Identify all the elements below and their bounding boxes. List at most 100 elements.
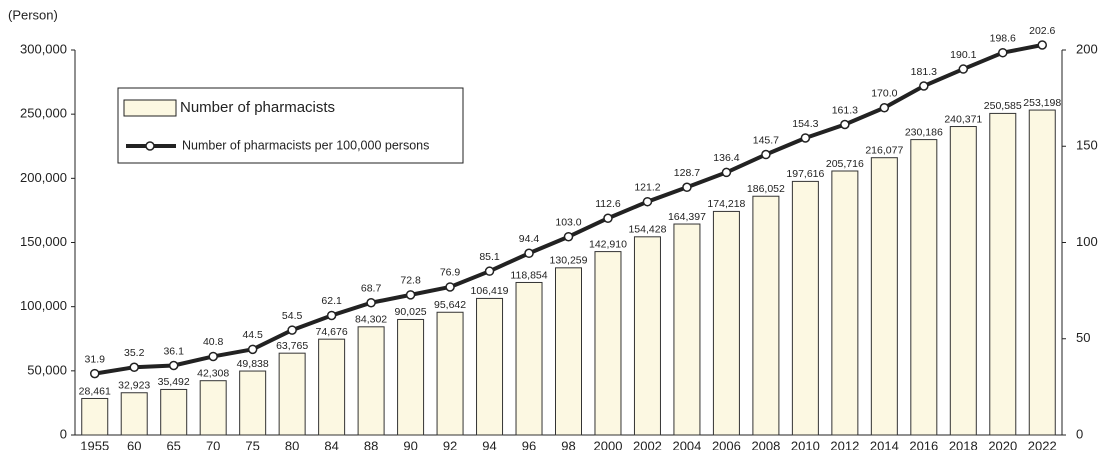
line-value-label: 136.4 xyxy=(713,152,739,164)
x-tick-label: 2002 xyxy=(633,438,662,450)
y-axis-label: (Person) xyxy=(8,7,58,22)
line-point xyxy=(326,310,337,321)
line-point xyxy=(603,213,613,223)
bar xyxy=(712,210,740,436)
bar xyxy=(555,267,582,436)
line-point xyxy=(366,298,376,308)
bar-value-label: 95,642 xyxy=(434,299,466,311)
line-value-label: 202.6 xyxy=(1029,25,1055,37)
line-point xyxy=(761,149,771,160)
bar xyxy=(160,388,188,436)
bar-value-label: 42,308 xyxy=(197,367,229,379)
bar-value-label: 164,397 xyxy=(668,211,706,223)
x-tick-label: 94 xyxy=(482,438,496,450)
line-point xyxy=(919,81,929,91)
bar-value-label: 240,371 xyxy=(944,113,982,125)
x-tick-label: 2022 xyxy=(1028,438,1057,450)
bar xyxy=(633,236,661,436)
line-point xyxy=(405,290,416,300)
bar xyxy=(989,112,1017,436)
x-tick-label: 2020 xyxy=(988,438,1017,450)
line-value-label: 72.8 xyxy=(400,275,421,287)
y-tick-label: 150,000 xyxy=(20,234,67,249)
line-value-label: 68.7 xyxy=(361,283,382,295)
x-tick-label: 2018 xyxy=(949,438,978,450)
bar xyxy=(673,223,701,436)
x-tick-label: 2004 xyxy=(672,438,701,450)
line-value-label: 145.7 xyxy=(753,134,779,146)
bar-value-label: 35,492 xyxy=(158,376,190,388)
line-value-label: 40.8 xyxy=(203,336,224,348)
line-value-label: 181.3 xyxy=(911,66,937,78)
line-point xyxy=(247,344,258,355)
x-tick-label: 2000 xyxy=(594,438,623,450)
line-value-label: 35.2 xyxy=(124,347,145,359)
line-value-label: 94.4 xyxy=(519,233,540,245)
line-point xyxy=(958,64,969,74)
line-value-label: 198.6 xyxy=(990,32,1016,44)
line-point xyxy=(800,133,811,143)
line-point xyxy=(208,351,218,362)
line-point xyxy=(524,248,534,259)
bar xyxy=(239,370,267,436)
y-tick-label: 250,000 xyxy=(20,106,67,121)
y2-tick-label: 100 xyxy=(1076,234,1098,249)
legend-marker xyxy=(145,141,155,151)
x-tick-label: 75 xyxy=(245,438,259,450)
bar xyxy=(594,251,622,436)
bar-value-label: 106,419 xyxy=(471,285,509,297)
y-tick-label: 200,000 xyxy=(20,170,67,185)
bar xyxy=(949,126,977,436)
line-value-label: 121.2 xyxy=(634,181,660,193)
bar-value-label: 250,585 xyxy=(984,100,1022,112)
line-value-label: 170.0 xyxy=(871,88,897,100)
legend-swatch xyxy=(123,99,177,117)
line-point xyxy=(287,325,297,335)
x-tick-label: 84 xyxy=(324,438,338,450)
legend-label: Number of pharmacists per 100,000 person… xyxy=(182,138,429,152)
line-point xyxy=(721,167,732,178)
bar-value-label: 174,218 xyxy=(707,198,745,210)
bar-value-label: 84,302 xyxy=(355,314,387,326)
line-value-label: 76.9 xyxy=(440,267,461,279)
x-tick-label: 88 xyxy=(364,438,378,450)
line-point xyxy=(682,182,692,193)
bar-value-label: 130,259 xyxy=(550,255,588,267)
y2-tick-label: 150 xyxy=(1076,138,1098,153)
bar-value-label: 205,716 xyxy=(826,158,864,170)
line-point xyxy=(879,103,890,113)
line-point xyxy=(563,231,574,242)
bar xyxy=(199,380,227,436)
line-point xyxy=(840,119,850,130)
y2-tick-label: 50 xyxy=(1076,330,1090,345)
bar-value-label: 28,461 xyxy=(79,385,111,397)
bar xyxy=(515,281,543,436)
bar xyxy=(1028,109,1056,436)
bar-value-label: 74,676 xyxy=(316,326,348,338)
bar-value-label: 197,616 xyxy=(786,168,824,180)
x-tick-label: 90 xyxy=(403,438,417,450)
bar xyxy=(910,139,938,436)
bar xyxy=(278,352,306,436)
bar-value-label: 63,765 xyxy=(276,340,308,352)
line-value-label: 103.0 xyxy=(555,217,581,229)
y-tick-label: 50,000 xyxy=(27,362,67,377)
x-tick-label: 1955 xyxy=(80,438,109,450)
bar xyxy=(831,170,859,436)
bar xyxy=(870,157,898,436)
bar-value-label: 49,838 xyxy=(237,358,269,370)
x-tick-label: 80 xyxy=(285,438,299,450)
line-value-label: 62.1 xyxy=(321,295,342,307)
line-value-label: 36.1 xyxy=(163,345,184,357)
x-tick-label: 65 xyxy=(166,438,180,450)
y-tick-label: 100,000 xyxy=(20,298,67,313)
line-value-label: 31.9 xyxy=(85,353,106,365)
y2-tick-label: 200 xyxy=(1076,41,1098,56)
line-point xyxy=(642,196,653,207)
bar-value-label: 90,025 xyxy=(395,306,427,318)
bar xyxy=(476,297,504,436)
line-value-label: 85.1 xyxy=(479,251,500,263)
bar-value-label: 186,052 xyxy=(747,183,785,195)
line-value-label: 190.1 xyxy=(950,49,976,61)
x-tick-label: 60 xyxy=(127,438,141,450)
